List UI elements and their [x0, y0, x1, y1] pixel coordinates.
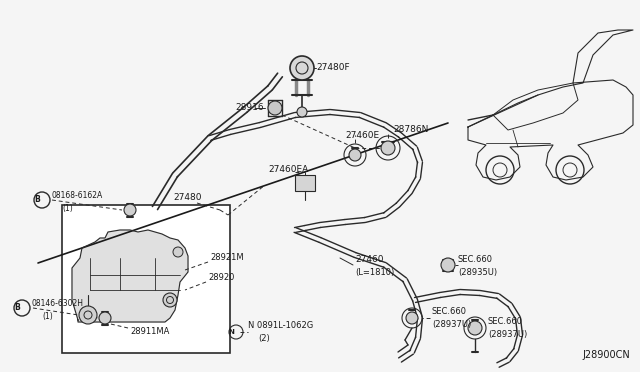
Text: 27460E: 27460E — [345, 131, 379, 140]
Text: (2): (2) — [258, 334, 269, 343]
Text: SEC.660: SEC.660 — [488, 317, 523, 327]
Text: (L=1810): (L=1810) — [355, 267, 394, 276]
Circle shape — [349, 149, 361, 161]
Circle shape — [268, 101, 282, 115]
Text: N 0891L-1062G: N 0891L-1062G — [248, 321, 313, 330]
Circle shape — [99, 312, 111, 324]
Text: 08146-6302H: 08146-6302H — [32, 299, 84, 308]
Circle shape — [297, 107, 307, 117]
Text: 28920: 28920 — [208, 273, 234, 282]
Circle shape — [290, 56, 314, 80]
Text: 08168-6162A: 08168-6162A — [52, 192, 103, 201]
Circle shape — [406, 312, 418, 324]
Text: 28911MA: 28911MA — [130, 327, 170, 337]
Circle shape — [468, 321, 482, 335]
Text: 27480: 27480 — [173, 193, 202, 202]
Text: 28916: 28916 — [235, 103, 264, 112]
Text: B: B — [34, 196, 40, 205]
Circle shape — [79, 306, 97, 324]
Circle shape — [173, 247, 183, 257]
Text: SEC.660: SEC.660 — [458, 256, 493, 264]
Text: 27460EA: 27460EA — [268, 166, 308, 174]
Text: (1): (1) — [42, 311, 52, 321]
Bar — [62, 205, 230, 353]
Text: B: B — [14, 304, 20, 312]
Text: (28937U): (28937U) — [432, 320, 471, 328]
Text: J28900CN: J28900CN — [582, 350, 630, 360]
Circle shape — [163, 293, 177, 307]
Circle shape — [441, 258, 455, 272]
Text: 28921M: 28921M — [210, 253, 244, 263]
Text: 27460: 27460 — [355, 256, 383, 264]
Text: (28935U): (28935U) — [458, 267, 497, 276]
Polygon shape — [72, 230, 188, 322]
Bar — [295, 175, 315, 191]
Text: 28786N: 28786N — [393, 125, 428, 135]
Circle shape — [381, 141, 395, 155]
Circle shape — [124, 204, 136, 216]
Text: (28937U): (28937U) — [488, 330, 527, 339]
Text: N: N — [228, 329, 234, 335]
Text: 27480F: 27480F — [316, 64, 349, 73]
Text: (1): (1) — [62, 203, 73, 212]
Text: SEC.660: SEC.660 — [432, 308, 467, 317]
